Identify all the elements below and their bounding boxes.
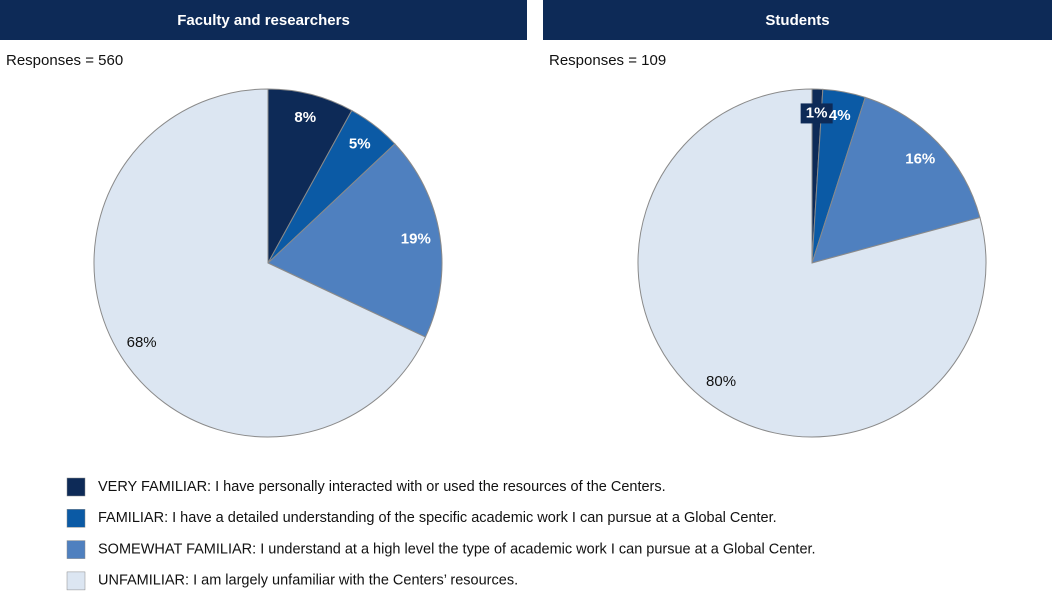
data-label: 16% — [905, 151, 935, 168]
label-background — [800, 103, 833, 124]
pie-slice — [267, 143, 443, 338]
legend-swatch — [66, 571, 86, 591]
legend-label: VERY FAMILIAR: I have personally interac… — [98, 479, 666, 495]
data-label: 80% — [706, 373, 736, 390]
chart-subtitle: Responses = 560 — [6, 52, 123, 69]
legend-swatch — [66, 477, 86, 497]
header-bar — [0, 0, 527, 40]
legend-swatch — [66, 540, 86, 559]
data-label: 4% — [829, 107, 851, 124]
chart-title: Students — [765, 12, 829, 29]
chart-title: Faculty and researchers — [177, 12, 350, 29]
data-label: 68% — [127, 334, 157, 351]
data-label: 8% — [294, 109, 316, 126]
pie-slice — [811, 96, 981, 264]
chart-subtitle: Responses = 109 — [549, 52, 666, 69]
data-label: 1% — [806, 104, 828, 121]
pie-slice — [637, 88, 987, 438]
pie-slice — [93, 88, 427, 438]
data-label: 5% — [349, 136, 371, 153]
legend-label: FAMILIAR: I have a detailed understandin… — [98, 510, 777, 526]
data-label: 19% — [401, 231, 431, 248]
legend-swatch — [66, 509, 86, 528]
legend-label: UNFAMILIAR: I am largely unfamiliar with… — [98, 573, 518, 589]
legend-label: SOMEWHAT FAMILIAR: I understand at a hig… — [98, 541, 816, 557]
header-bar — [543, 0, 1052, 40]
